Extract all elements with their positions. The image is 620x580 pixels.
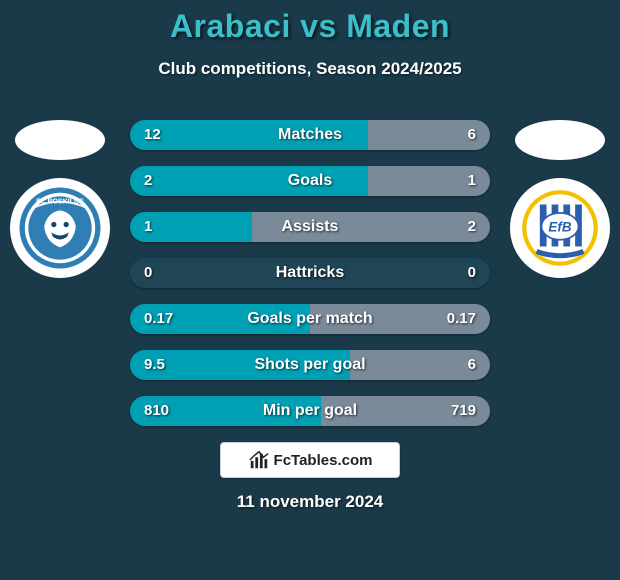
stat-value-right: 6: [454, 120, 490, 150]
club-badge-esbjerg: EfB: [510, 178, 610, 278]
stat-value-right: 6: [454, 350, 490, 380]
comparison-card: Arabaci vs Maden Club competitions, Seas…: [0, 0, 620, 580]
stat-label: Matches: [130, 120, 490, 150]
stat-value-left: 0.17: [130, 304, 187, 334]
stat-row: 0.17 Goals per match 0.17: [130, 304, 490, 334]
stat-row: 1 Assists 2: [130, 212, 490, 242]
stat-label: Goals: [130, 166, 490, 196]
stat-label: Hattricks: [130, 258, 490, 288]
svg-text:FC ROSKILDE: FC ROSKILDE: [36, 198, 84, 205]
chart-icon: [248, 449, 270, 471]
stat-value-left: 0: [130, 258, 166, 288]
stat-label: Assists: [130, 212, 490, 242]
stat-row: 810 Min per goal 719: [130, 396, 490, 426]
stat-value-left: 1: [130, 212, 166, 242]
stat-value-right: 1: [454, 166, 490, 196]
stat-value-right: 0: [454, 258, 490, 288]
player-left-column: FC ROSKILDE: [0, 120, 120, 278]
stat-value-left: 9.5: [130, 350, 179, 380]
stat-row: 2 Goals 1: [130, 166, 490, 196]
stat-row: 0 Hattricks 0: [130, 258, 490, 288]
svg-text:EfB: EfB: [548, 219, 571, 234]
club-badge-roskilde: FC ROSKILDE: [10, 178, 110, 278]
stats-area: FC ROSKILDE EfB: [0, 120, 620, 442]
stat-rows: 12 Matches 6 2 Goals 1 1 Assists 2: [130, 120, 490, 426]
source-name: FcTables.com: [274, 452, 373, 469]
stat-row: 9.5 Shots per goal 6: [130, 350, 490, 380]
stat-value-right: 0.17: [433, 304, 490, 334]
page-title: Arabaci vs Maden: [0, 8, 620, 45]
player-right-column: EfB: [500, 120, 620, 278]
snapshot-date: 11 november 2024: [0, 492, 620, 512]
roskilde-crest-icon: FC ROSKILDE: [16, 184, 104, 272]
player-photo-placeholder-right: [515, 120, 605, 160]
stat-value-left: 2: [130, 166, 166, 196]
stat-value-right: 2: [454, 212, 490, 242]
stat-value-right: 719: [437, 396, 490, 426]
stat-value-left: 12: [130, 120, 175, 150]
stat-label: Shots per goal: [130, 350, 490, 380]
season-subtitle: Club competitions, Season 2024/2025: [0, 59, 620, 79]
source-badge: FcTables.com: [220, 442, 400, 478]
esbjerg-crest-icon: EfB: [518, 186, 602, 270]
stat-row: 12 Matches 6: [130, 120, 490, 150]
player-photo-placeholder-left: [15, 120, 105, 160]
stat-value-left: 810: [130, 396, 183, 426]
